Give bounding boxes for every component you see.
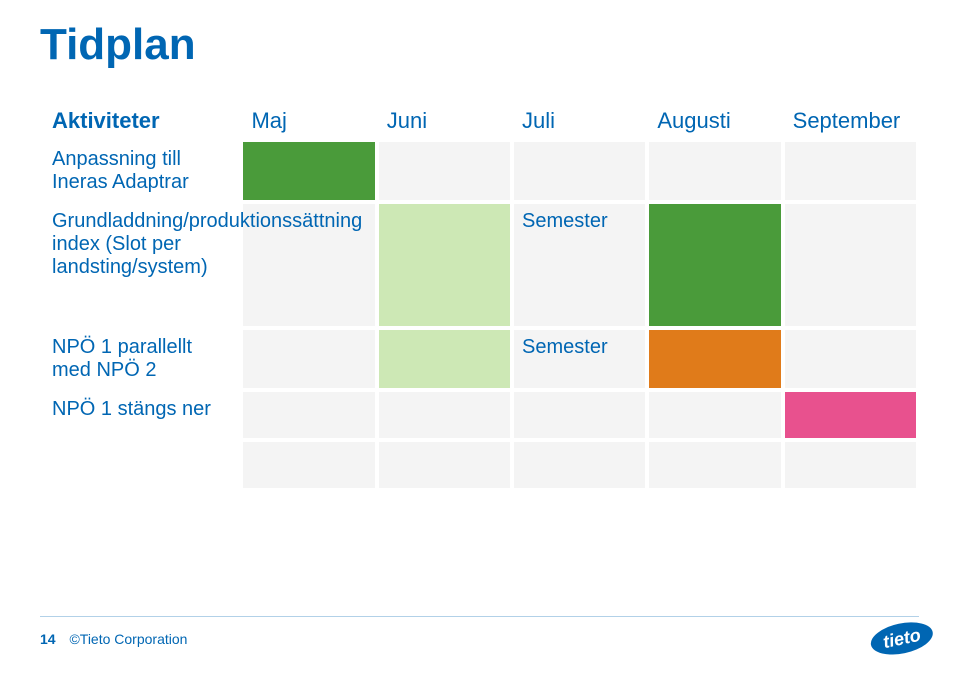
schedule-cell	[379, 330, 510, 388]
schedule-cell	[243, 442, 374, 488]
schedule-cell	[649, 392, 780, 438]
copyright-text: ©Tieto Corporation	[69, 631, 187, 647]
col-header-month: Augusti	[649, 104, 780, 138]
schedule-cell	[649, 142, 780, 200]
schedule-cell	[243, 142, 374, 200]
col-header-month: Juli	[514, 104, 645, 138]
schedule-cell	[379, 392, 510, 438]
page-title: Tidplan	[40, 20, 919, 70]
schedule-cell	[514, 442, 645, 488]
schedule-cell	[243, 392, 374, 438]
activity-cell: Anpassning till Ineras Adaptrar	[44, 142, 239, 200]
schedule-cell	[785, 442, 916, 488]
schedule-cell	[514, 392, 645, 438]
schedule-cell	[785, 330, 916, 388]
table-row: Anpassning till Ineras Adaptrar	[44, 142, 916, 200]
schedule-cell	[649, 442, 780, 488]
activity-cell	[44, 442, 239, 488]
schedule-cell	[649, 330, 780, 388]
activity-cell: Grundladdning/produktionssättning index …	[44, 204, 239, 326]
col-header-month: September	[785, 104, 916, 138]
schedule-cell	[379, 142, 510, 200]
schedule-cell: Semester	[514, 204, 645, 326]
schedule-cell	[379, 204, 510, 326]
table-row	[44, 442, 916, 488]
footer-divider	[40, 616, 919, 617]
col-header-activity: Aktiviteter	[44, 104, 239, 138]
schedule-cell	[785, 142, 916, 200]
schedule-cell	[379, 442, 510, 488]
schedule-cell	[649, 204, 780, 326]
schedule-cell	[785, 204, 916, 326]
activity-cell: NPÖ 1 parallellt med NPÖ 2	[44, 330, 239, 388]
table-row: NPÖ 1 parallellt med NPÖ 2 Semester	[44, 330, 916, 388]
slide-page: Tidplan Aktiviteter Maj Juni Juli August…	[0, 0, 959, 675]
page-number: 14	[40, 631, 56, 647]
schedule-cell	[785, 392, 916, 438]
col-header-month: Maj	[243, 104, 374, 138]
schedule-table: Aktiviteter Maj Juni Juli Augusti Septem…	[40, 100, 920, 492]
tieto-logo-icon: tieto	[864, 607, 939, 667]
schedule-cell	[243, 330, 374, 388]
schedule-cell: Semester	[514, 330, 645, 388]
activity-cell: NPÖ 1 stängs ner	[44, 392, 239, 438]
footer: 14 ©Tieto Corporation	[40, 631, 187, 647]
table-row: Grundladdning/produktionssättning index …	[44, 204, 916, 326]
table-row: NPÖ 1 stängs ner	[44, 392, 916, 438]
schedule-cell	[514, 142, 645, 200]
table-header-row: Aktiviteter Maj Juni Juli Augusti Septem…	[44, 104, 916, 138]
col-header-month: Juni	[379, 104, 510, 138]
